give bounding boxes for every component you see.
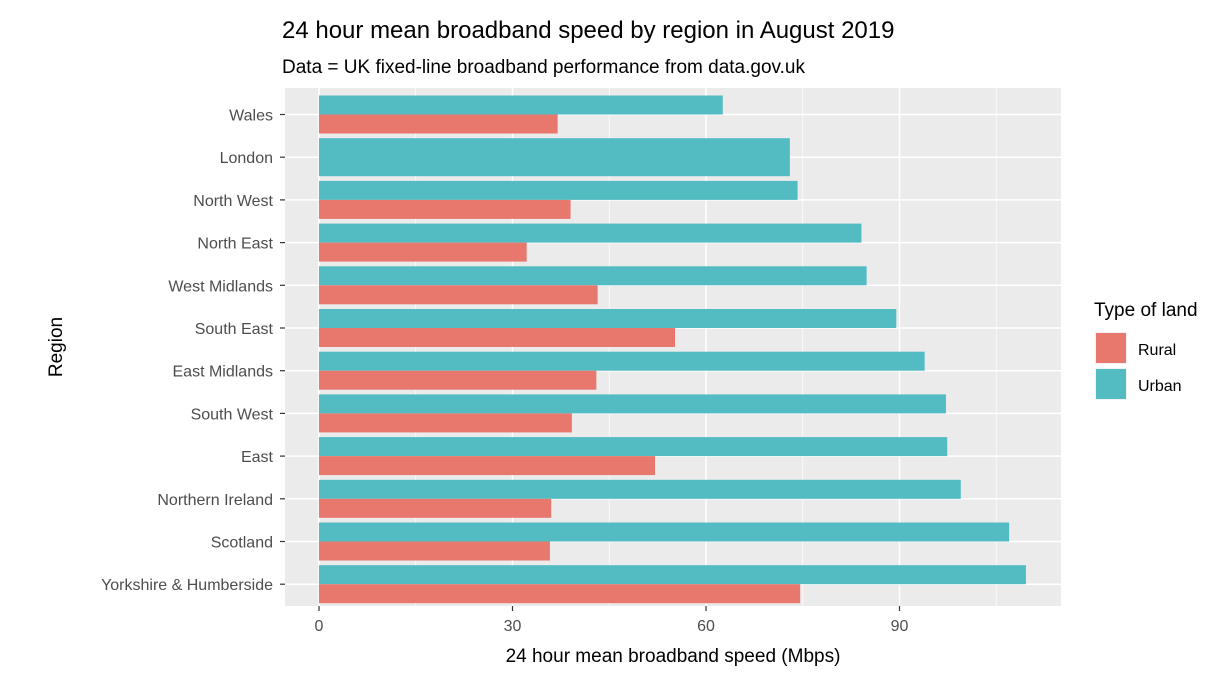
bar-urban (319, 522, 1010, 542)
bar-rural (319, 413, 572, 433)
x-tick-label: 90 (891, 618, 909, 635)
bar-urban (319, 180, 798, 200)
bar-rural (319, 285, 598, 305)
bar-rural (319, 370, 597, 390)
y-tick-label: West Midlands (168, 278, 273, 295)
y-tick-label: London (220, 150, 273, 167)
y-tick-label: East (241, 449, 274, 466)
y-tick-label: Yorkshire & Humberside (101, 577, 273, 594)
x-axis-title: 24 hour mean broadband speed (Mbps) (506, 646, 841, 667)
y-tick-label: East Midlands (173, 364, 274, 381)
bar-rural (319, 456, 656, 476)
legend-swatch-urban (1096, 369, 1126, 399)
x-tick-label: 0 (315, 618, 324, 635)
bar-urban (319, 266, 867, 286)
bar-rural (319, 584, 801, 604)
bar-urban (319, 223, 862, 243)
y-axis-title: Region (46, 317, 67, 377)
bar-urban (319, 138, 790, 177)
y-tick-label: South West (191, 406, 274, 423)
y-tick-label: South East (195, 321, 274, 338)
y-axis: Wales London North West North East West Midl… (101, 108, 285, 594)
x-tick-label: 30 (504, 618, 522, 635)
y-tick-label: Wales (229, 108, 273, 125)
bar-urban (319, 479, 961, 499)
bar-urban (319, 394, 946, 414)
legend-swatch-rural (1096, 333, 1126, 363)
y-tick-label: Scotland (211, 535, 273, 552)
legend-label-rural: Rural (1138, 342, 1176, 359)
bar-rural (319, 328, 676, 347)
legend-title: Type of land (1094, 300, 1198, 321)
bar-rural (319, 498, 552, 518)
bar-urban (319, 351, 925, 371)
chart-subtitle: Data = UK fixed-line broadband performan… (282, 57, 805, 78)
y-tick-label: Northern Ireland (157, 492, 273, 509)
bar-rural (319, 541, 550, 561)
bar-urban (319, 437, 948, 457)
chart-title: 24 hour mean broadband speed by region i… (282, 17, 894, 44)
bars (319, 95, 1026, 604)
bar-rural (319, 199, 571, 219)
y-tick-label: North East (197, 236, 273, 253)
y-tick-label: North West (193, 193, 273, 210)
x-tick-label: 60 (697, 618, 715, 635)
bar-urban (319, 565, 1026, 585)
bar-rural (319, 242, 527, 262)
x-axis: 0 30 60 90 (315, 606, 909, 635)
legend: Type of land Rural Urban (1094, 300, 1198, 400)
bar-urban (319, 95, 723, 115)
bar-rural (319, 114, 558, 134)
bar-urban (319, 309, 897, 328)
legend-label-urban: Urban (1138, 378, 1182, 395)
